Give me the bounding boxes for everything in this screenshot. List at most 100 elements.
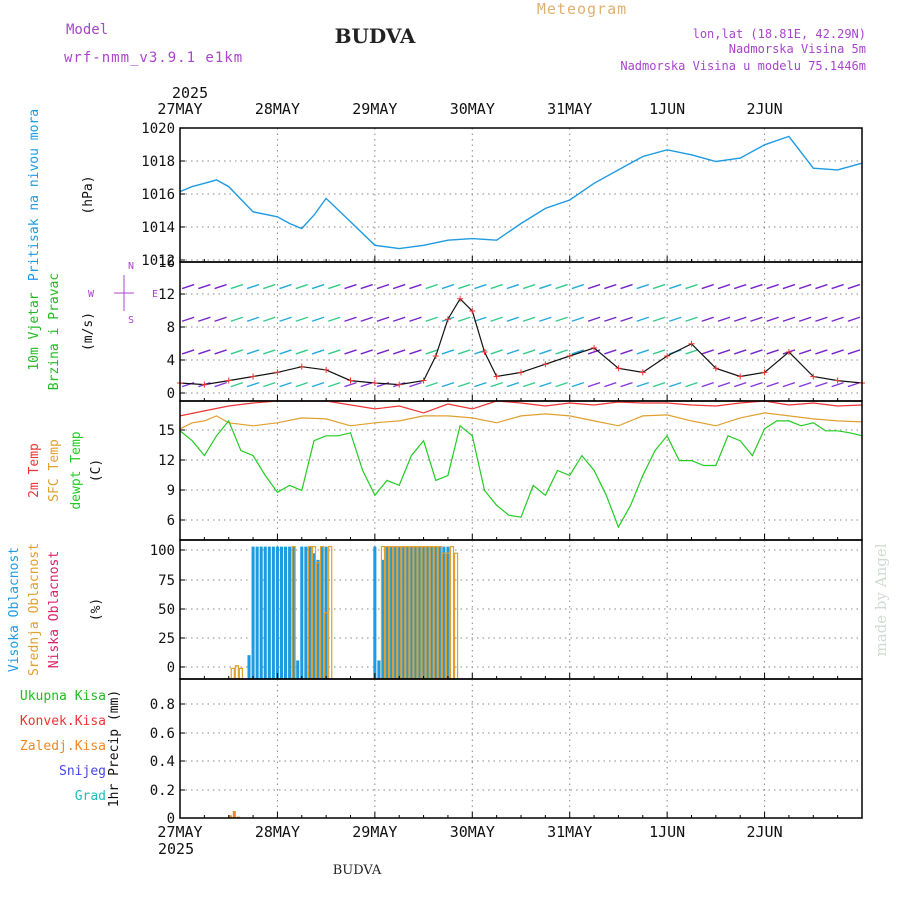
- ytick-label: 12: [158, 453, 175, 469]
- wind-barb: [181, 316, 195, 322]
- wind-barb: [604, 316, 617, 322]
- cloud-bar: [405, 546, 409, 679]
- wind-barb: [652, 381, 666, 388]
- product-title: Meteogram: [537, 0, 627, 18]
- ytick-label: 0.8: [150, 697, 175, 713]
- cloud-bar: [385, 546, 389, 679]
- ytick-label: 0.6: [150, 726, 175, 742]
- wind-barb: [441, 283, 455, 290]
- wind-barb: [798, 349, 812, 355]
- precip-ytick-labels: 0 0.2 0.4 0.6 0.8: [150, 697, 175, 827]
- cloud-bar: [251, 546, 255, 679]
- cloud-bar: [453, 552, 459, 680]
- wind-grid: [179, 261, 863, 401]
- xtick-label-bottom: 27MAY: [157, 823, 202, 841]
- wind-speed-marker: [761, 369, 768, 376]
- wind-barb: [522, 349, 536, 355]
- wind-barb: [766, 381, 779, 388]
- wind-barb: [571, 349, 585, 355]
- wind-barb: [474, 381, 487, 388]
- ytick-label: 6: [167, 513, 175, 529]
- cloud-bar: [434, 546, 438, 679]
- wind-barb: [409, 283, 422, 290]
- wind-barb: [181, 283, 195, 290]
- wind-speed-marker: [469, 308, 476, 315]
- ytick-label: 0.2: [150, 783, 175, 799]
- wind-barb: [652, 349, 666, 355]
- cloud-bar: [377, 660, 381, 679]
- wind-barb: [441, 381, 455, 388]
- wind-barb: [604, 381, 617, 388]
- cloud-bar: [271, 546, 275, 679]
- cloud-bar: [401, 546, 405, 679]
- wind-barb: [815, 316, 828, 322]
- wind-barb: [766, 283, 779, 290]
- x-axis-top: 27MAY 28MAY 29MAY 30MAY 31MAY 1JUN 2JUN: [157, 100, 782, 118]
- wind-barb: [636, 381, 650, 388]
- ytick-label: 50: [158, 602, 175, 618]
- precip-bar: [228, 815, 232, 818]
- x-axis-bottom: 27MAY 28MAY 29MAY 30MAY 31MAY 1JUN 2JUN: [157, 823, 782, 841]
- xtick-label-top: 29MAY: [352, 100, 397, 118]
- wind-barb: [522, 283, 536, 290]
- cloud-bar: [263, 546, 267, 679]
- cloud-mid-title: Srednja Oblacnost: [27, 543, 42, 676]
- ytick-label: 1016: [141, 187, 175, 203]
- wind-subtitle: Brzina i Pravac: [47, 273, 62, 390]
- xtick-label-top: 1JUN: [649, 100, 685, 118]
- wind-speed-marker: [457, 295, 464, 302]
- wind-speed-marker: [481, 348, 488, 355]
- wind-speed-marker: [566, 353, 573, 360]
- ytick-label: 0: [167, 811, 175, 827]
- wind-barb: [669, 316, 682, 322]
- wind-barb: [279, 283, 292, 290]
- sfc-temp-line: [180, 412, 862, 430]
- precip-frame: [179, 678, 863, 819]
- wind-barb: [685, 316, 698, 322]
- pressure-panel: 1012 1014 1016 1018 1020 Pritisak na nivou mo…: [27, 109, 863, 281]
- compass-label: S: [128, 315, 134, 326]
- xtick-label-top: 27MAY: [157, 100, 202, 118]
- wind-barb: [847, 381, 861, 388]
- wind-speed-marker: [323, 366, 330, 373]
- cloud-bar: [446, 546, 450, 679]
- wind-barb: [571, 283, 585, 290]
- wind-barb: [392, 316, 406, 322]
- wind-speed-marker: [664, 353, 671, 360]
- wind-barb: [750, 283, 763, 290]
- wind-barb: [198, 283, 211, 290]
- ytick-label: 75: [158, 573, 175, 589]
- wind-barb: [652, 283, 666, 290]
- wind-barb: [831, 381, 844, 388]
- wind-barb: [766, 349, 779, 355]
- wind-barb: [604, 349, 617, 355]
- cloud-bar: [422, 546, 426, 679]
- wind-barb: [685, 381, 698, 388]
- wind-barb: [230, 316, 244, 322]
- wind-barb: [344, 349, 357, 355]
- wind-barb: [490, 316, 503, 322]
- cloud-bar: [284, 546, 288, 679]
- wind-barb: [733, 283, 747, 290]
- wind-barb: [457, 381, 471, 388]
- wind-barb: [425, 283, 438, 290]
- wind-title: 10m Vjetar: [27, 292, 42, 370]
- wind-barb: [636, 316, 650, 322]
- wind-speed-marker: [201, 381, 208, 388]
- wind-barb: [295, 349, 309, 355]
- cloud-bar: [373, 546, 377, 679]
- wind-speed-marker: [639, 369, 646, 376]
- wind-barb: [263, 349, 276, 355]
- station-title: BUDVA: [335, 24, 416, 48]
- wind-barb: [847, 316, 861, 322]
- precip-legend-entry: Grad: [75, 789, 106, 804]
- wind-barb: [214, 283, 227, 290]
- wind-barb: [506, 381, 520, 388]
- wind-barb-rows: [181, 283, 861, 388]
- wind-barb: [392, 283, 406, 290]
- compass-label: W: [88, 289, 95, 300]
- wind-barb: [409, 381, 422, 388]
- pressure-title: Pritisak na nivou mora: [27, 109, 42, 281]
- wind-barb: [246, 316, 260, 322]
